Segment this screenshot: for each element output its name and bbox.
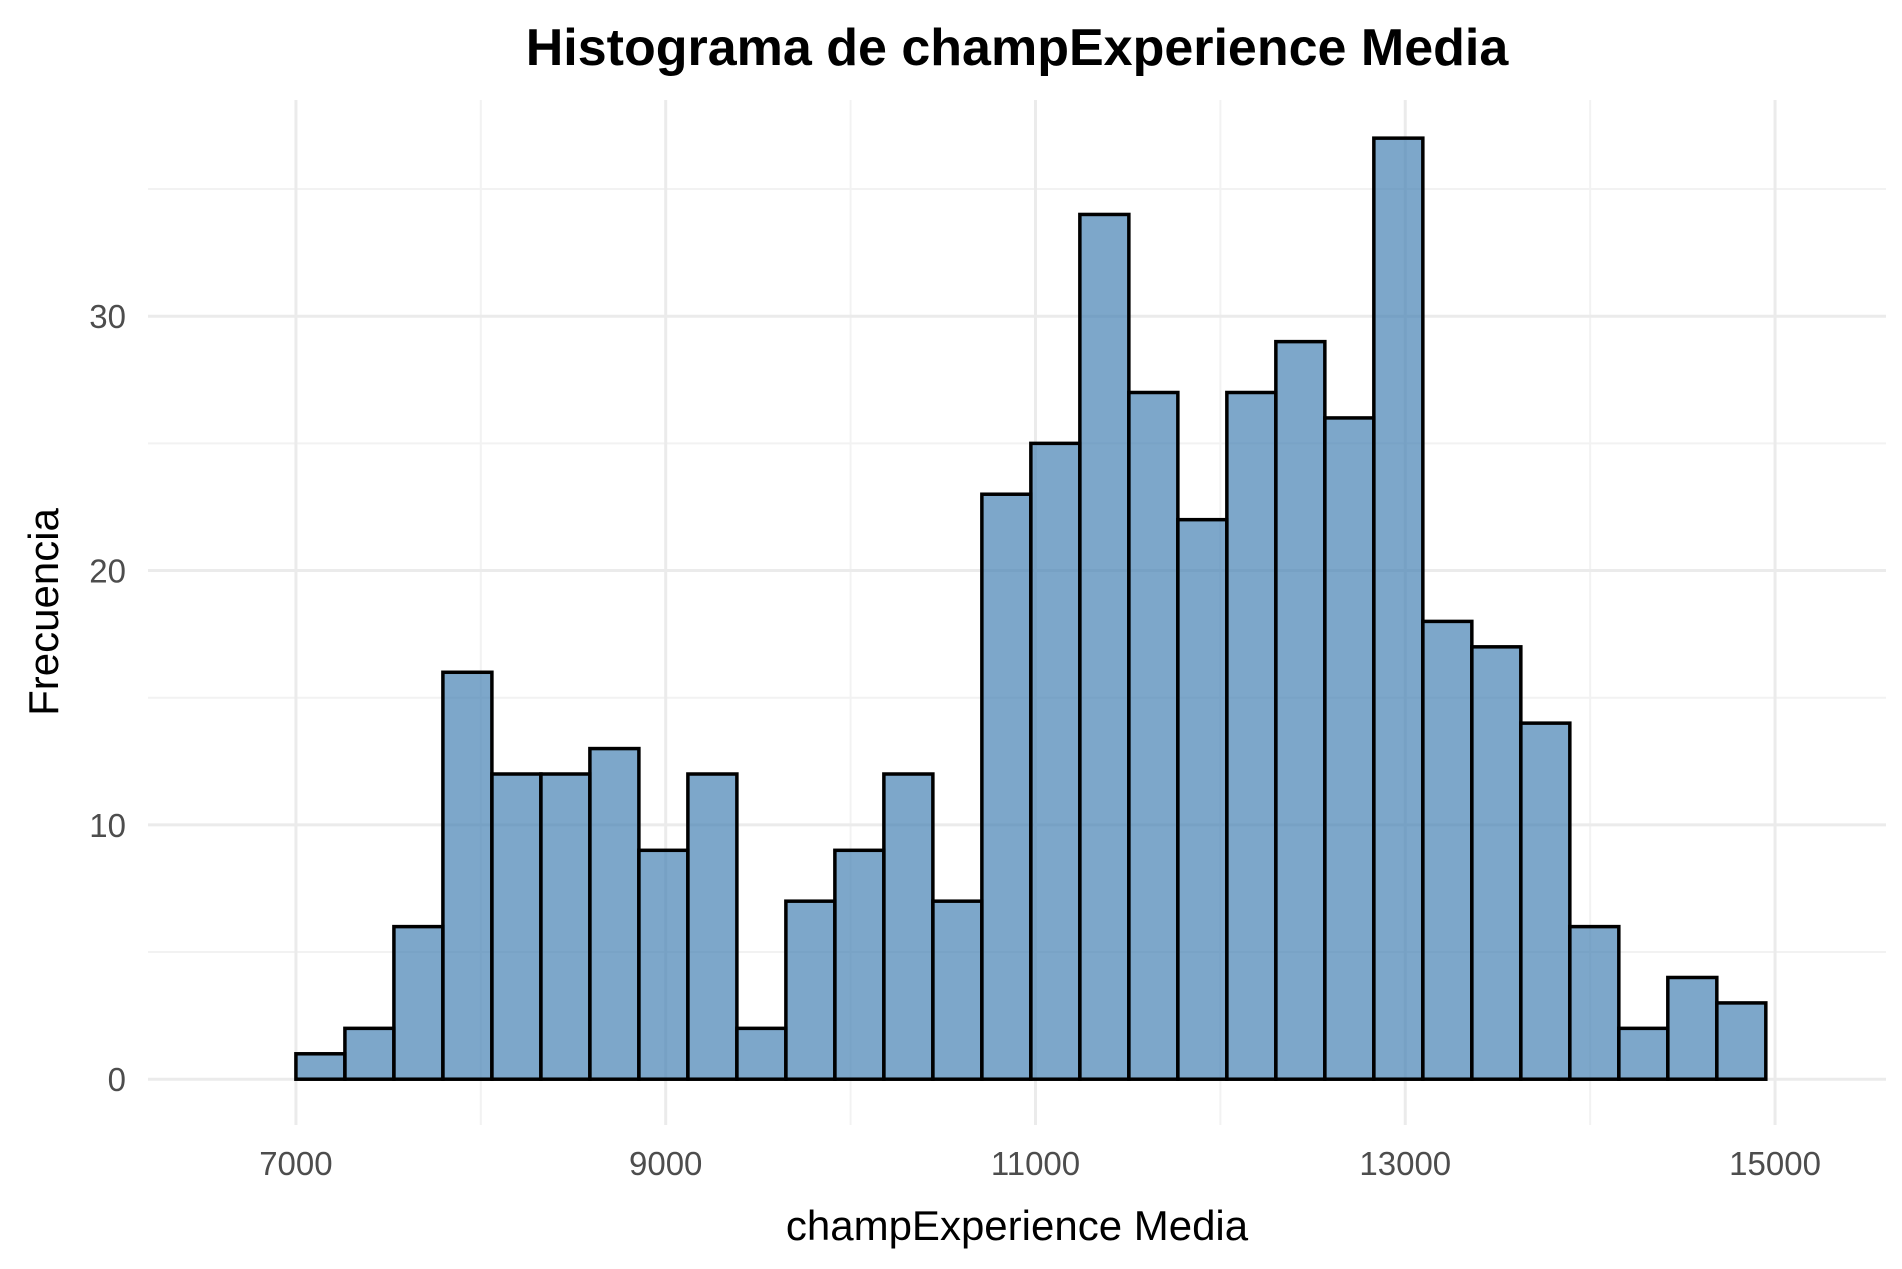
- y-axis-ticks: 0 10 20 30: [89, 298, 126, 1098]
- histogram-bar: [490, 772, 543, 1081]
- histogram-bar: [1519, 721, 1572, 1081]
- histogram-bar: [1421, 619, 1474, 1081]
- histogram-bar: [686, 772, 739, 1081]
- histogram-bar: [735, 1026, 788, 1081]
- histogram-bar: [784, 899, 837, 1081]
- x-tick-label: 11000: [991, 1145, 1080, 1182]
- x-axis-ticks: 7000 9000 11000 13000 15000: [259, 1145, 1821, 1182]
- x-tick-label: 9000: [629, 1145, 702, 1182]
- histogram-bar: [1666, 975, 1719, 1081]
- histogram-bar: [1323, 416, 1376, 1081]
- histogram-bar: [931, 899, 984, 1081]
- histogram-bar: [1078, 212, 1131, 1081]
- histogram-bar: [1715, 1001, 1768, 1081]
- x-axis-title: champExperience Media: [786, 1202, 1249, 1249]
- histogram-bar: [1568, 924, 1621, 1081]
- y-tick-label: 10: [89, 807, 126, 844]
- chart-title: Histograma de champExperience Media: [526, 19, 1510, 77]
- histogram-bar: [1176, 517, 1229, 1081]
- y-tick-label: 0: [108, 1061, 126, 1098]
- histogram-bar: [1274, 339, 1327, 1081]
- histogram-bar: [637, 848, 690, 1081]
- histogram-bar: [980, 492, 1033, 1081]
- histogram-bar: [294, 1052, 347, 1081]
- histogram-bar: [441, 670, 494, 1081]
- x-tick-label: 7000: [259, 1145, 332, 1182]
- y-tick-label: 30: [89, 298, 126, 335]
- histogram-bar: [1372, 136, 1425, 1081]
- histogram-bar: [1029, 441, 1082, 1081]
- histogram-bar: [882, 772, 935, 1081]
- y-axis-title: Frecuencia: [20, 507, 67, 715]
- histogram-bars: [294, 136, 1768, 1081]
- histogram-bar: [833, 848, 886, 1081]
- histogram-bar: [392, 924, 445, 1081]
- histogram-bar: [1225, 390, 1278, 1081]
- histogram-bar: [1617, 1026, 1670, 1081]
- x-tick-label: 13000: [1359, 1145, 1451, 1182]
- y-tick-label: 20: [89, 553, 126, 590]
- histogram-bar: [343, 1026, 396, 1081]
- histogram-bar: [1470, 645, 1523, 1081]
- x-tick-label: 15000: [1729, 1145, 1821, 1182]
- histogram-bar: [539, 772, 592, 1081]
- histogram-bar: [588, 746, 641, 1081]
- histogram-bar: [1127, 390, 1180, 1081]
